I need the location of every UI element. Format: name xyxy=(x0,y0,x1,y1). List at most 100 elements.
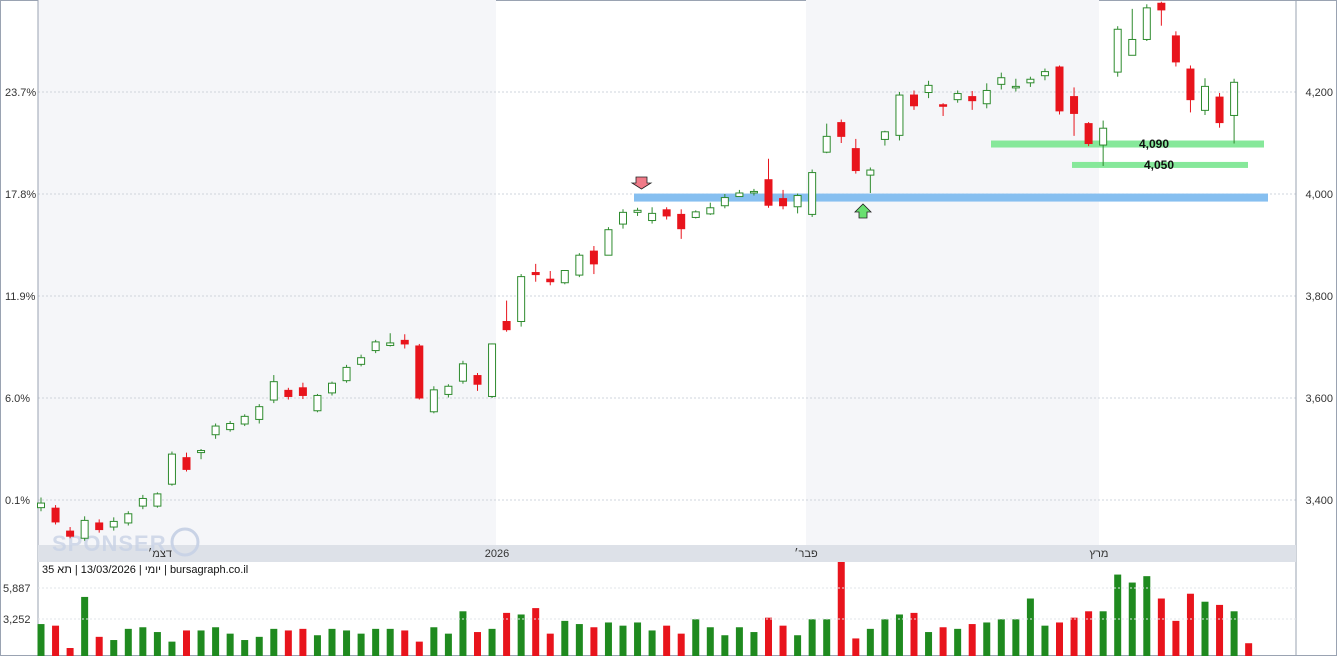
volume-bar-65 xyxy=(983,622,991,656)
candle-body-32 xyxy=(502,321,511,331)
candle-body-0 xyxy=(37,502,45,509)
volume-bar-83 xyxy=(1245,643,1253,656)
candle-body-79 xyxy=(1186,68,1195,101)
right-axis-tick-4000: 4,000 xyxy=(1305,189,1333,201)
right-axis-tick-3800: 3,800 xyxy=(1305,291,1333,303)
volume-bar-1 xyxy=(52,625,60,656)
volume-bar-63 xyxy=(954,628,962,656)
volume-bar-30 xyxy=(474,632,481,656)
volume-bar-43 xyxy=(663,625,671,656)
candle-body-77 xyxy=(1157,2,1166,11)
candle-body-65 xyxy=(982,89,991,105)
volume-bar-0 xyxy=(37,624,45,656)
x-axis-label-2: פבר׳ xyxy=(794,547,818,560)
volume-bar-29 xyxy=(459,611,467,656)
x-axis-label-0: דצמ׳ xyxy=(148,547,172,560)
level-band-support-4090 xyxy=(991,140,1264,148)
candle-body-54 xyxy=(822,135,831,153)
candle-body-14 xyxy=(240,415,249,425)
candle-body-75 xyxy=(1128,38,1137,56)
candle-body-67 xyxy=(1011,85,1020,89)
volume-bar-8 xyxy=(153,632,161,656)
candle-body-64 xyxy=(968,96,977,102)
candle-body-59 xyxy=(895,94,904,136)
candle-body-30 xyxy=(473,375,482,385)
volume-bar-26 xyxy=(415,641,423,656)
candle-body-28 xyxy=(444,385,453,395)
level-label-support-4090: 4,090 xyxy=(1139,137,1169,151)
candle-body-1 xyxy=(51,507,60,523)
candle-body-68 xyxy=(1026,78,1035,84)
candle-body-8 xyxy=(153,493,162,507)
right-axis-tick-3400: 3,400 xyxy=(1305,495,1333,507)
volume-bar-60 xyxy=(910,612,918,656)
volume-bar-51 xyxy=(779,625,787,656)
candle-body-29 xyxy=(458,363,467,382)
candle-body-12 xyxy=(211,425,220,436)
candle-body-33 xyxy=(517,276,526,322)
buy-arrow-icon xyxy=(854,203,872,219)
volume-bar-66 xyxy=(997,619,1005,656)
candle-body-35 xyxy=(546,278,555,283)
candle-body-50 xyxy=(764,179,773,206)
sell-arrow-icon xyxy=(630,176,653,190)
volume-bar-23 xyxy=(372,628,380,656)
volume-bar-58 xyxy=(881,619,889,656)
volume-bar-25 xyxy=(401,630,409,656)
volume-bar-28 xyxy=(444,633,452,656)
volume-bar-2 xyxy=(66,648,74,656)
level-label-support-4050: 4,050 xyxy=(1144,158,1174,172)
candle-body-9 xyxy=(167,453,176,485)
candle-body-56 xyxy=(851,148,860,172)
candle-body-66 xyxy=(997,77,1006,85)
volume-bar-74 xyxy=(1114,574,1122,656)
level-band-breakout-level xyxy=(634,193,1268,202)
candle-body-13 xyxy=(226,423,235,431)
candle-body-38 xyxy=(589,250,598,265)
candle-body-74 xyxy=(1113,28,1122,73)
volume-bar-16 xyxy=(270,628,278,656)
volume-bar-20 xyxy=(328,628,336,656)
volume-bar-68 xyxy=(1026,598,1034,656)
volume-bar-62 xyxy=(939,627,947,656)
volume-bar-24 xyxy=(386,628,394,656)
candle-body-6 xyxy=(124,513,133,524)
volume-bar-21 xyxy=(343,630,351,656)
volume-bar-37 xyxy=(575,624,583,656)
volume-bar-9 xyxy=(168,641,176,656)
candle-body-61 xyxy=(924,84,933,94)
volume-bar-55 xyxy=(837,562,845,656)
candle-body-36 xyxy=(560,270,569,284)
candle-body-15 xyxy=(255,406,264,420)
volume-bar-5 xyxy=(110,640,118,656)
volume-bar-44 xyxy=(677,633,685,656)
candle-body-34 xyxy=(531,272,540,276)
candle-body-23 xyxy=(371,341,380,352)
volume-bar-18 xyxy=(299,628,307,656)
candle-body-82 xyxy=(1230,81,1239,116)
month-band-february xyxy=(806,0,1099,545)
candle-body-7 xyxy=(138,497,147,507)
volume-bar-54 xyxy=(823,619,831,656)
volume-bar-45 xyxy=(692,619,700,656)
candle-body-22 xyxy=(357,357,366,365)
volume-bar-36 xyxy=(561,620,569,656)
volume-bar-80 xyxy=(1201,601,1209,656)
candle-body-47 xyxy=(720,197,729,207)
right-axis-tick-4200: 4,200 xyxy=(1305,87,1333,99)
left-axis-tick-1: 6.0% xyxy=(5,393,30,405)
volume-bar-82 xyxy=(1230,611,1238,656)
volume-bar-78 xyxy=(1172,620,1180,656)
volume-bar-70 xyxy=(1056,622,1063,656)
candle-body-72 xyxy=(1084,123,1093,145)
volume-bar-49 xyxy=(750,632,758,656)
candle-body-44 xyxy=(677,213,686,230)
candle-body-10 xyxy=(182,457,191,470)
volume-bar-19 xyxy=(313,635,321,656)
candle-body-58 xyxy=(880,131,889,140)
volume-bar-12 xyxy=(212,627,220,656)
volume-bar-73 xyxy=(1099,611,1107,656)
candle-body-40 xyxy=(619,211,627,225)
